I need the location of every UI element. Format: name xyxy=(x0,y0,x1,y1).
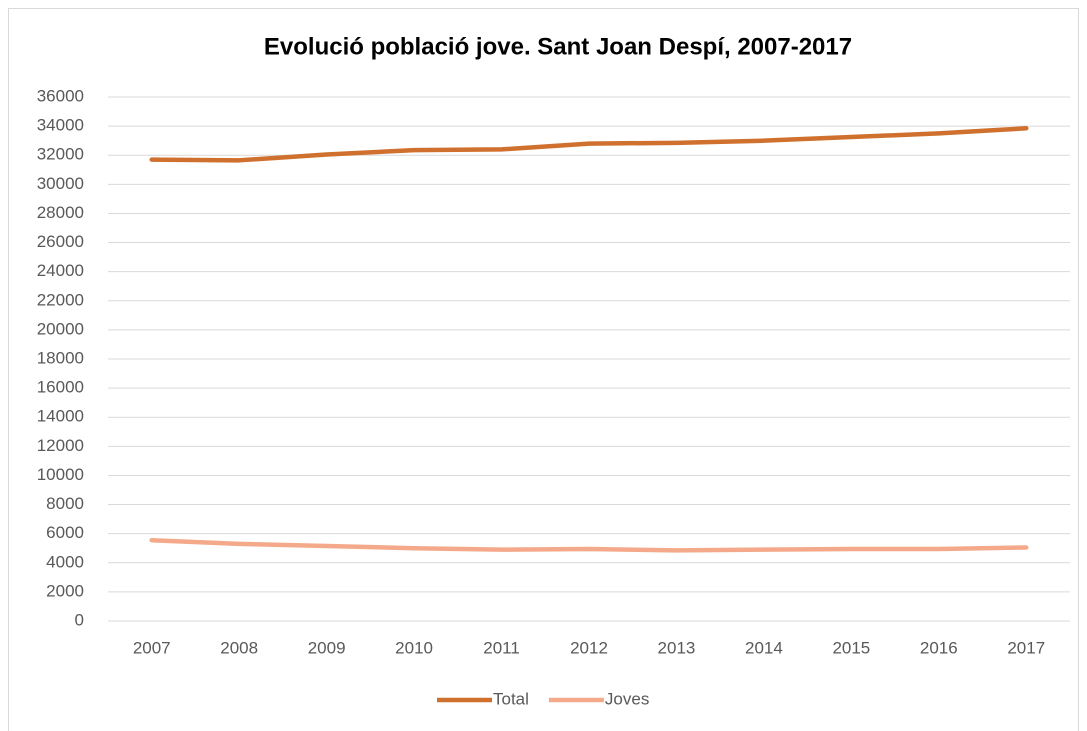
x-tick-label: 2017 xyxy=(1007,638,1045,657)
y-tick-label: 34000 xyxy=(37,116,84,135)
y-tick-label: 18000 xyxy=(37,348,84,367)
legend-label: Joves xyxy=(605,689,649,708)
x-tick-label: 2014 xyxy=(745,638,783,657)
y-tick-label: 20000 xyxy=(37,319,84,338)
x-tick-label: 2010 xyxy=(395,638,433,657)
x-tick-label: 2012 xyxy=(570,638,608,657)
legend-label: Total xyxy=(493,689,529,708)
y-tick-label: 16000 xyxy=(37,378,84,397)
y-tick-label: 36000 xyxy=(37,86,84,105)
y-tick-label: 0 xyxy=(75,610,84,629)
y-tick-label: 30000 xyxy=(37,174,84,193)
x-tick-label: 2016 xyxy=(920,638,958,657)
series-line xyxy=(149,126,1029,163)
y-tick-label: 6000 xyxy=(46,523,84,542)
x-tick-label: 2008 xyxy=(220,638,258,657)
y-tick-label: 4000 xyxy=(46,552,84,571)
y-tick-label: 26000 xyxy=(37,232,84,251)
y-tick-label: 22000 xyxy=(37,290,84,309)
x-tick-label: 2011 xyxy=(483,638,520,657)
x-tick-label: 2015 xyxy=(832,638,870,657)
y-tick-label: 8000 xyxy=(46,494,84,513)
y-tick-label: 14000 xyxy=(37,407,84,426)
y-tick-label: 28000 xyxy=(37,203,84,222)
y-tick-label: 32000 xyxy=(37,145,84,164)
series-line xyxy=(149,537,1029,553)
x-tick-label: 2013 xyxy=(658,638,696,657)
x-tick-label: 2009 xyxy=(308,638,346,657)
y-tick-label: 24000 xyxy=(37,261,84,280)
chart-title: Evolució població jove. Sant Joan Despí,… xyxy=(264,33,852,60)
y-tick-label: 2000 xyxy=(46,581,84,600)
y-tick-label: 12000 xyxy=(37,436,84,455)
x-tick-label: 2007 xyxy=(133,638,171,657)
chart-frame xyxy=(8,8,1079,731)
y-tick-label: 10000 xyxy=(37,465,84,484)
